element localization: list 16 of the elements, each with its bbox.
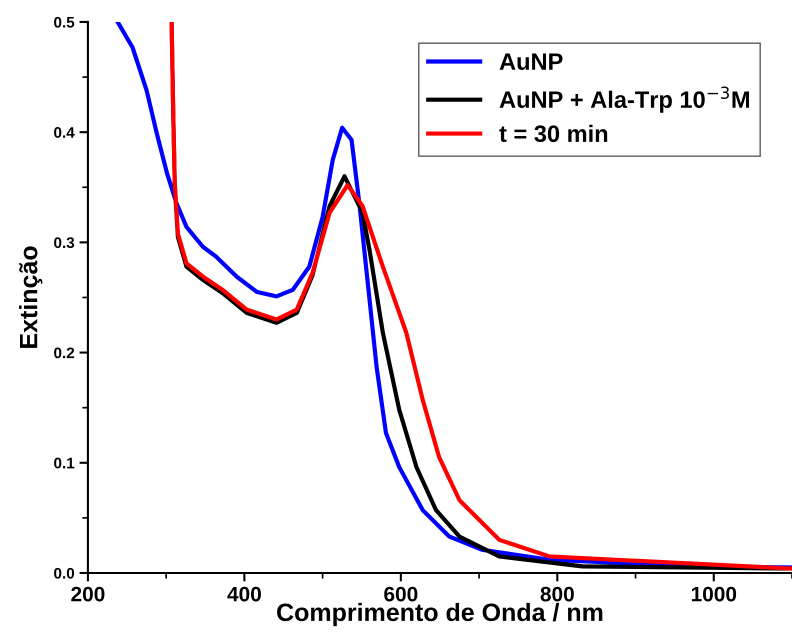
- legend-label: AuNP: [500, 54, 563, 70]
- legend-label: AuNP + Ala-Trp 10$^{−3}$M: [500, 86, 750, 113]
- y-tick-label: 0.2: [54, 347, 74, 358]
- y-axis-title: Extinção: [19, 246, 42, 348]
- y-tick-label: 0.3: [54, 237, 74, 248]
- x-tick-label: 600: [384, 586, 418, 602]
- y-tick-label: 0.4: [54, 127, 75, 138]
- x-tick-label: 200: [71, 586, 104, 602]
- x-tick-label: 400: [227, 586, 261, 602]
- x-tick-label: 1000: [692, 586, 736, 602]
- y-tick-label: 0.5: [54, 16, 74, 28]
- x-axis-title: Comprimento de Onda / nm: [277, 602, 602, 626]
- y-tick-label: 0.1: [54, 458, 74, 468]
- legend-label: t = 30 min: [499, 124, 608, 142]
- x-tick-label: 800: [540, 586, 574, 602]
- y-tick-label: 0.0: [54, 568, 74, 579]
